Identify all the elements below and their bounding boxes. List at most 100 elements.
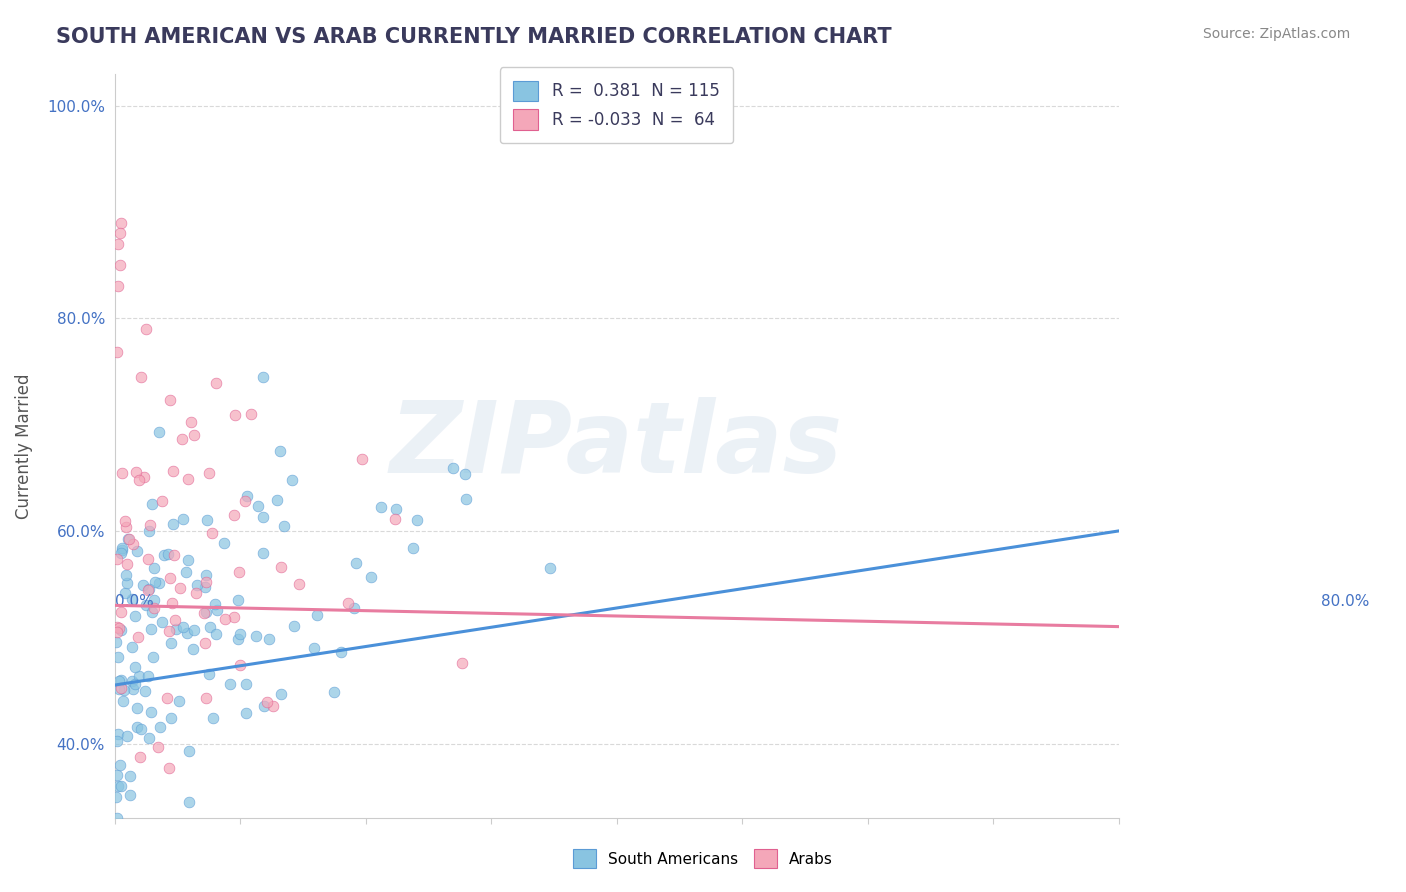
- Point: [186, 578, 208, 592]
- Point: [222, 508, 245, 522]
- Point: [110, 546, 132, 560]
- Point: [160, 711, 183, 725]
- Point: [205, 603, 228, 617]
- Point: [441, 461, 464, 475]
- Point: [283, 619, 305, 633]
- Point: [214, 612, 236, 626]
- Point: [252, 546, 274, 560]
- Point: [149, 720, 172, 734]
- Point: [247, 499, 270, 513]
- Point: [194, 574, 217, 589]
- Point: [150, 494, 173, 508]
- Point: [177, 743, 200, 757]
- Legend: R =  0.381  N = 115, R = -0.033  N =  64: R = 0.381 N = 115, R = -0.033 N = 64: [501, 68, 733, 143]
- Point: [139, 518, 162, 533]
- Point: [157, 761, 180, 775]
- Point: [111, 466, 134, 480]
- Point: [201, 525, 224, 540]
- Point: [179, 795, 201, 809]
- Point: [177, 472, 200, 486]
- Point: [159, 393, 181, 408]
- Point: [138, 524, 160, 538]
- Point: [156, 547, 179, 561]
- Point: [148, 576, 170, 591]
- Point: [180, 415, 202, 429]
- Point: [105, 551, 128, 566]
- Point: [384, 512, 406, 526]
- Point: [125, 544, 148, 558]
- Point: [304, 641, 326, 656]
- Point: [115, 729, 138, 743]
- Point: [139, 623, 162, 637]
- Point: [110, 624, 132, 638]
- Point: [110, 605, 132, 619]
- Point: [201, 711, 224, 725]
- Point: [174, 566, 197, 580]
- Point: [204, 597, 226, 611]
- Point: [124, 660, 146, 674]
- Point: [329, 645, 352, 659]
- Point: [162, 464, 184, 478]
- Point: [134, 684, 156, 698]
- Point: [129, 369, 152, 384]
- Point: [125, 465, 148, 479]
- Point: [115, 520, 138, 534]
- Point: [165, 623, 187, 637]
- Point: [148, 425, 170, 440]
- Point: [105, 733, 128, 747]
- Point: [110, 779, 132, 793]
- Point: [167, 694, 190, 708]
- Point: [135, 322, 157, 336]
- Point: [229, 626, 252, 640]
- Point: [118, 789, 141, 803]
- Point: [360, 570, 382, 584]
- Legend: South Americans, Arabs: South Americans, Arabs: [565, 841, 841, 875]
- Point: [177, 553, 200, 567]
- Point: [252, 510, 274, 524]
- Point: [253, 699, 276, 714]
- Point: [266, 492, 288, 507]
- Point: [110, 681, 132, 695]
- Point: [111, 694, 134, 708]
- Point: [125, 720, 148, 734]
- Point: [132, 470, 155, 484]
- Point: [235, 706, 257, 720]
- Point: [117, 557, 139, 571]
- Point: [198, 620, 221, 634]
- Point: [239, 407, 262, 421]
- Point: [172, 620, 194, 634]
- Point: [138, 731, 160, 745]
- Point: [172, 512, 194, 526]
- Point: [108, 674, 131, 689]
- Point: [111, 542, 134, 557]
- Point: [193, 635, 215, 649]
- Point: [107, 237, 129, 252]
- Point: [195, 567, 218, 582]
- Point: [107, 779, 129, 793]
- Point: [124, 677, 146, 691]
- Point: [270, 559, 292, 574]
- Point: [153, 549, 176, 563]
- Point: [129, 750, 152, 764]
- Point: [183, 427, 205, 442]
- Point: [127, 630, 149, 644]
- Point: [224, 408, 246, 422]
- Point: [118, 769, 141, 783]
- Point: [107, 279, 129, 293]
- Point: [107, 344, 129, 359]
- Point: [125, 701, 148, 715]
- Point: [141, 498, 163, 512]
- Point: [141, 650, 163, 665]
- Point: [198, 467, 221, 481]
- Point: [336, 596, 359, 610]
- Point: [281, 473, 304, 487]
- Point: [257, 632, 280, 646]
- Point: [219, 677, 242, 691]
- Point: [110, 216, 132, 230]
- Point: [115, 568, 138, 582]
- Point: [194, 691, 217, 706]
- Point: [107, 726, 129, 740]
- Point: [305, 608, 328, 623]
- Point: [128, 669, 150, 683]
- Point: [181, 641, 204, 656]
